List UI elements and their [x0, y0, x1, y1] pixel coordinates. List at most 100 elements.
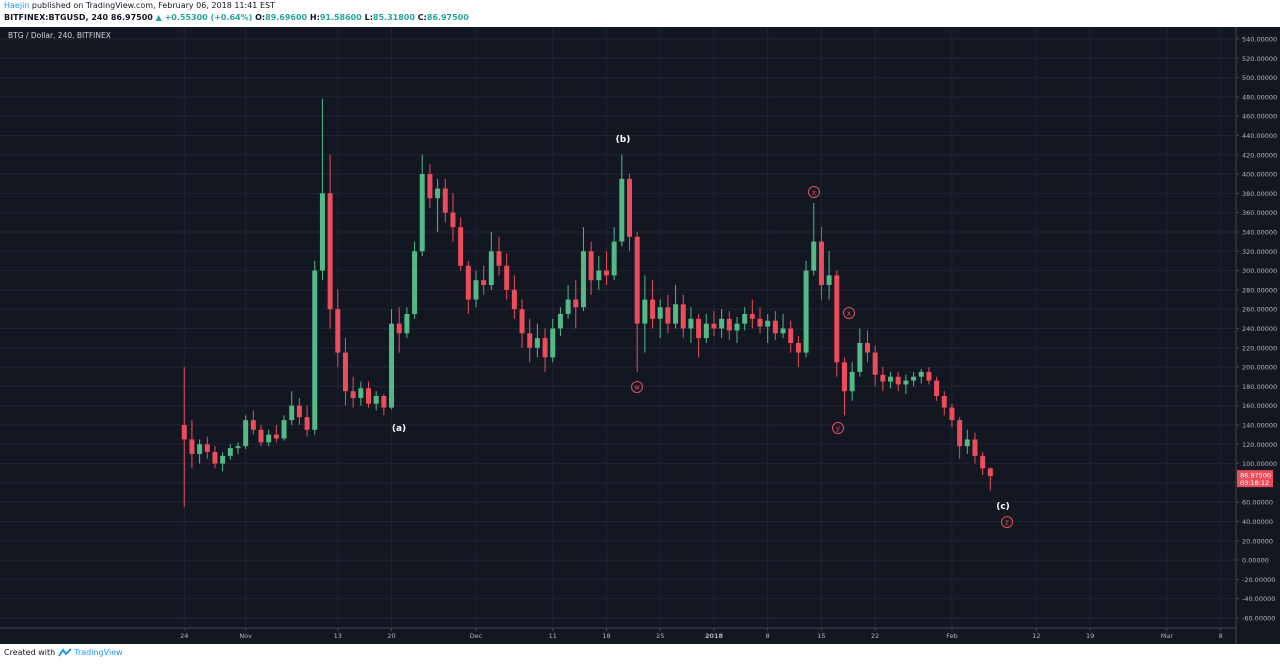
y-tick-label: 20.00000 [1242, 537, 1273, 545]
candle-body [703, 323, 709, 339]
y-tick-label: 0.00000 [1242, 557, 1269, 565]
annotation: x [812, 189, 816, 197]
candle-body [204, 444, 210, 452]
annotation: (a) [392, 424, 406, 434]
y-tick-label: 220.00000 [1242, 344, 1277, 352]
last: 86.97500 [110, 13, 153, 22]
candle-body [680, 304, 686, 329]
candle-body [918, 371, 924, 377]
candle-body [296, 405, 302, 418]
x-tick-label: 19 [1086, 632, 1094, 640]
candle-body [818, 241, 824, 286]
annotation-circle [808, 186, 820, 198]
brand[interactable]: TradingView [74, 648, 123, 657]
annotation-circle [631, 381, 643, 393]
candle-body [627, 178, 633, 237]
candle-body [757, 318, 763, 327]
candle-body [903, 380, 909, 385]
candle-body [826, 275, 832, 286]
author[interactable]: Haejin [4, 1, 30, 10]
candle-body [389, 323, 395, 408]
candle-body [281, 420, 287, 439]
x-tick-label: 25 [656, 632, 664, 640]
candle-body [220, 455, 226, 464]
chart-title: BTG / Dollar, 240, BITFINEX [8, 31, 111, 40]
x-tick-label: 18 [602, 632, 610, 640]
candle-body [565, 299, 571, 314]
x-tick-label: 13 [334, 632, 342, 640]
candle-body [888, 376, 894, 382]
y-tick-label: 340.00000 [1242, 228, 1277, 236]
ohlc-key: O: [255, 13, 266, 22]
candle-body [650, 299, 656, 319]
x-tick-label: 15 [817, 632, 825, 640]
y-tick-label: 120.00000 [1242, 441, 1277, 449]
annotation: (b) [616, 135, 631, 145]
x-tick-label: 22 [871, 632, 879, 640]
candle-body [473, 280, 479, 300]
y-tick-label: 280.00000 [1242, 286, 1277, 294]
y-tick-label: -40.00000 [1242, 595, 1275, 603]
x-tick-label: 8 [766, 632, 770, 640]
candle-body [550, 328, 556, 358]
candle-body [189, 439, 195, 454]
candle-body [765, 320, 771, 327]
x-tick-label: 11 [549, 632, 557, 640]
candle-body [534, 338, 540, 348]
header: Haejin published on TradingView.com, Feb… [4, 0, 469, 24]
x-tick-label: 8 [1219, 632, 1223, 640]
candle-body [396, 323, 402, 334]
candle-body [235, 446, 241, 449]
candle-body [342, 352, 348, 392]
candle-body [273, 434, 279, 439]
candle-body [519, 309, 525, 334]
candle-body [289, 405, 295, 421]
candle-body [634, 236, 640, 324]
candle-body [304, 417, 310, 430]
change: ▲ +0.55300 (+0.64%) [155, 13, 253, 22]
candle-body [404, 313, 410, 334]
candle-body [197, 444, 203, 454]
y-tick-label: 140.00000 [1242, 421, 1277, 429]
y-tick-label: 420.00000 [1242, 151, 1277, 159]
candle-body [588, 251, 594, 281]
candle-body [603, 270, 609, 276]
candle-body [312, 270, 318, 430]
candle-body [442, 188, 448, 213]
candle-body [688, 318, 694, 329]
y-tick-label: 60.00000 [1242, 499, 1273, 507]
annotation: x [847, 310, 851, 318]
ohlc-value: 85.31800 [372, 13, 415, 22]
y-tick-label: 200.00000 [1242, 364, 1277, 372]
candle-body [580, 251, 586, 308]
candle-body [557, 313, 563, 329]
candle-body [980, 455, 986, 469]
symbol: BITFINEX:BTGUSD, 240 [4, 13, 109, 22]
candle-body [458, 227, 464, 266]
candle-body [527, 333, 533, 348]
candle-body [366, 388, 371, 404]
candle-body [504, 265, 510, 290]
candle-body [266, 434, 272, 443]
candle-body [642, 299, 648, 324]
last-price-box [1237, 470, 1273, 488]
candle-body [665, 307, 671, 324]
x-tick-label: Nov [239, 632, 252, 640]
candle-body [511, 289, 517, 310]
candle-body [934, 380, 940, 397]
y-tick-label: 500.00000 [1242, 74, 1277, 82]
annotation: (c) [996, 502, 1010, 512]
candle-body [734, 323, 740, 331]
candle-body [811, 241, 817, 271]
x-tick-label: Feb [946, 632, 958, 640]
ohlc-key: C: [417, 13, 427, 22]
ohlc-key: L: [364, 13, 373, 22]
y-tick-label: 400.00000 [1242, 171, 1277, 179]
annotation-circle [832, 422, 844, 434]
candle-body [258, 429, 264, 443]
candle-body [895, 376, 901, 385]
candle-body [481, 280, 487, 286]
y-tick-label: 260.00000 [1242, 306, 1277, 314]
y-tick-label: 440.00000 [1242, 132, 1277, 140]
candle-body [619, 178, 625, 242]
